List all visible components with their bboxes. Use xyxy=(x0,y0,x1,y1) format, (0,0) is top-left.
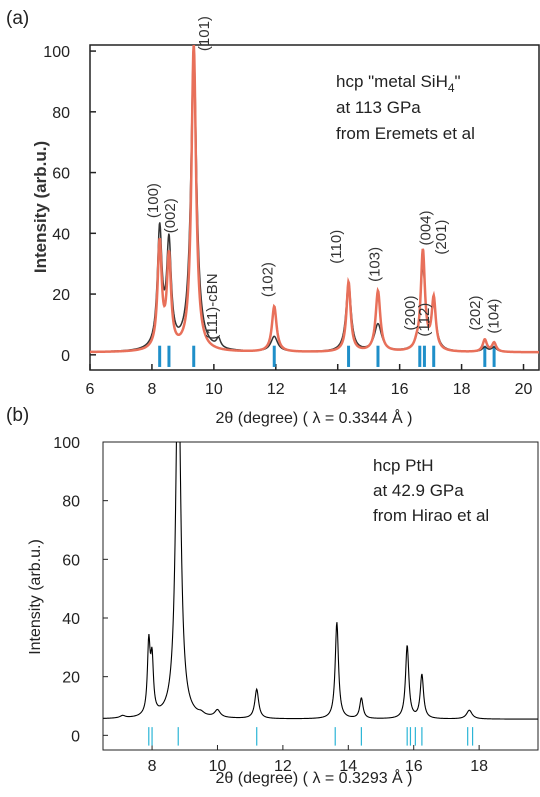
panel-a-series xyxy=(90,45,539,354)
peak-label: (111)-cBN xyxy=(204,273,221,339)
panel-b-y-ticks: 0 20 40 60 80 100 xyxy=(53,435,108,745)
y-tick-label: 80 xyxy=(52,105,70,122)
panel-a-x-ticks: 6 8 10 12 14 16 18 20 xyxy=(86,364,533,398)
x-tick-label: 18 xyxy=(470,758,488,775)
peak-label: (103) xyxy=(367,247,384,282)
y-tick-label: 100 xyxy=(53,435,80,452)
y-tick-label: 60 xyxy=(62,552,80,569)
x-tick-label: 14 xyxy=(329,381,347,398)
x-tick-label: 18 xyxy=(453,381,471,398)
panel-b-annotation-line1: hcp PtH xyxy=(373,456,433,475)
panel-b-reflection-markers xyxy=(148,727,474,746)
series-line xyxy=(103,442,538,720)
series-line xyxy=(90,45,539,354)
panel-a-annotation-line3: from Eremets et al xyxy=(336,124,475,143)
x-tick-label: 14 xyxy=(339,758,357,775)
panel-a-annotation-line1: hcp "metal SiH4" xyxy=(336,72,461,95)
peak-label: (112) xyxy=(416,303,433,337)
panel-a-frame xyxy=(89,44,540,371)
x-tick-label: 20 xyxy=(515,381,533,398)
peak-label: (110) xyxy=(328,230,345,264)
y-tick-label: 0 xyxy=(61,348,70,365)
peak-label: (102) xyxy=(260,262,277,297)
peak-label: (104) xyxy=(486,299,503,334)
y-tick-label: 20 xyxy=(52,287,70,304)
x-tick-label: 8 xyxy=(147,381,156,398)
panel-b-series xyxy=(103,442,538,720)
y-tick-label: 40 xyxy=(62,611,80,628)
y-tick-label: 0 xyxy=(71,728,80,745)
panel-b: (b) 8 10 12 14 16 18 0 20 40 60 80 100 2θ (degree)… xyxy=(6,405,539,787)
y-tick-label: 20 xyxy=(62,670,80,687)
annotation-subscript: 4 xyxy=(448,81,455,95)
panel-b-x-ticks: 8 10 12 14 16 18 xyxy=(148,745,488,775)
panel-b-y-axis-title: Intensity (arb.u.) xyxy=(27,539,44,655)
x-tick-label: 16 xyxy=(405,758,423,775)
annotation-text: hcp "metal SiH xyxy=(336,72,448,91)
panel-b-annotation-line2: at 42.9 GPa xyxy=(373,481,464,500)
x-tick-label: 12 xyxy=(274,758,292,775)
panel-a-annotation-line2: at 113 GPa xyxy=(336,98,421,117)
x-tick-label: 6 xyxy=(86,381,95,398)
peak-label: (201) xyxy=(433,220,450,255)
panel-a-x-axis-title: 2θ (degree) ( λ = 0.3344 Å ) xyxy=(216,408,413,427)
peak-label: (100) xyxy=(145,183,162,218)
y-tick-label: 40 xyxy=(52,226,70,243)
x-tick-label: 8 xyxy=(148,758,157,775)
x-tick-label: 16 xyxy=(391,381,409,398)
y-tick-label: 80 xyxy=(62,494,80,511)
panel-a-label: (a) xyxy=(6,8,29,29)
x-tick-label: 10 xyxy=(209,758,227,775)
panel-b-frame xyxy=(102,441,539,751)
peak-label: (002) xyxy=(162,198,179,233)
y-tick-label: 60 xyxy=(52,166,70,183)
panel-b-annotation-line3: from Hirao et al xyxy=(373,506,489,525)
x-tick-label: 12 xyxy=(267,381,285,398)
panel-b-label: (b) xyxy=(6,405,29,426)
panel-b-x-axis-title: 2θ (degree) ( λ = 0.3293 Å ) xyxy=(216,768,413,787)
y-tick-label: 100 xyxy=(43,44,70,61)
peak-label: (202) xyxy=(467,295,484,330)
panel-a-y-axis-title: Intensity (arb.u.) xyxy=(31,141,50,273)
x-tick-label: 10 xyxy=(205,381,223,398)
panel-a-peak-labels: (100) (002) (101) (111)-cBN (102) (110) (103) (… xyxy=(145,16,503,340)
panel-a-reflection-markers xyxy=(158,345,496,367)
peak-label: (004) xyxy=(418,210,435,245)
annotation-quote: " xyxy=(455,72,461,91)
peak-label: (200) xyxy=(402,295,419,330)
peak-label: (101) xyxy=(196,16,213,51)
panel-a-y-ticks: 0 20 40 60 80 100 xyxy=(43,44,96,365)
